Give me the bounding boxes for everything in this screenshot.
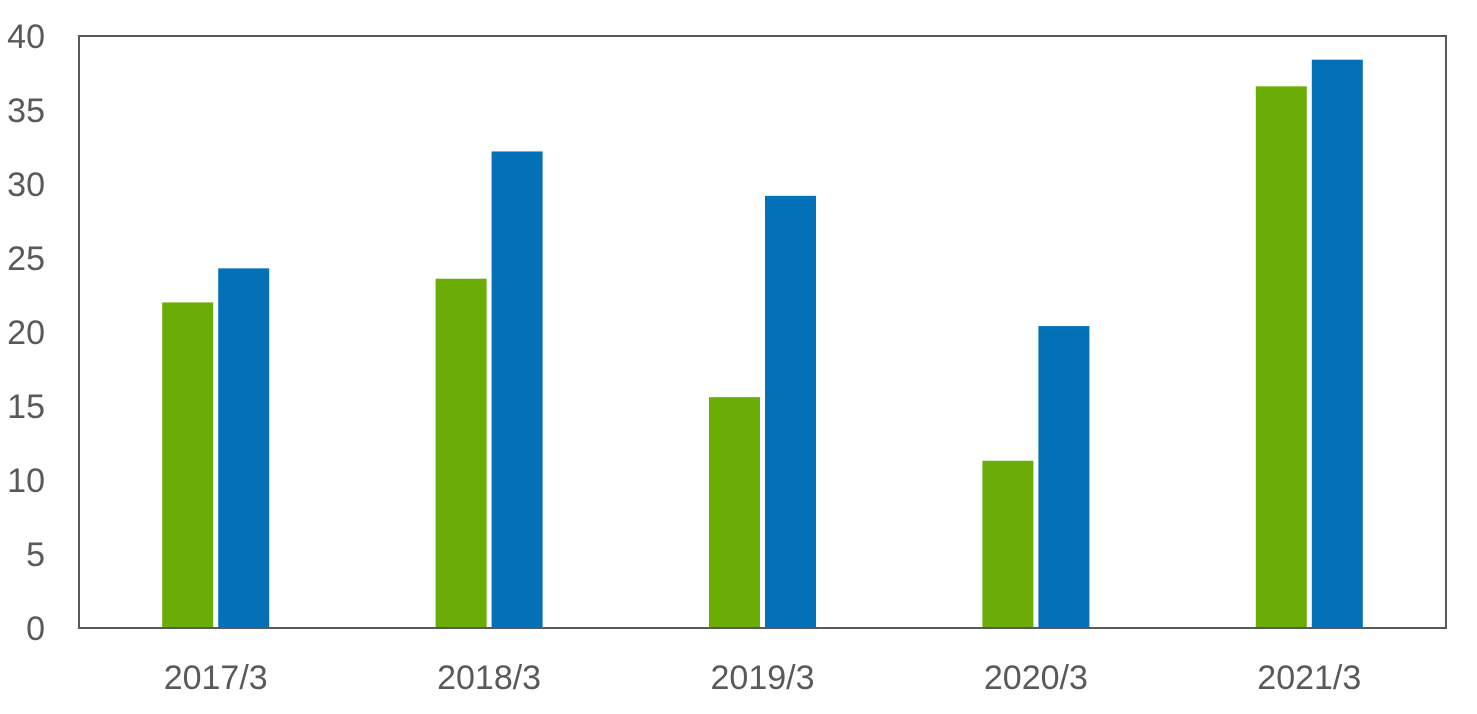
bar-series-2 — [1311, 59, 1363, 629]
x-tick-label: 2021/3 — [1257, 659, 1361, 697]
bar-series-1 — [709, 397, 760, 628]
y-tick-label: 0 — [26, 610, 45, 648]
bar-series-1 — [982, 460, 1034, 628]
x-tick-label: 2019/3 — [711, 659, 815, 697]
y-axis: 0 5 10 15 20 25 30 35 40 — [7, 18, 45, 648]
x-tick-label: 2018/3 — [437, 659, 541, 697]
y-tick-label: 30 — [7, 166, 45, 204]
y-tick-label: 20 — [7, 314, 45, 352]
bar-series-1 — [435, 278, 487, 628]
y-tick-label: 35 — [7, 92, 45, 130]
bar-series-2 — [765, 195, 816, 628]
bar-series-2 — [1038, 326, 1090, 628]
bars — [162, 59, 1363, 629]
bar-series-2 — [218, 268, 270, 628]
x-axis: 2017/3 2018/3 2019/3 2020/3 2021/3 — [164, 659, 1362, 697]
x-tick-label: 2017/3 — [164, 659, 268, 697]
y-tick-label: 15 — [7, 388, 45, 426]
plot-frame — [78, 35, 1447, 629]
bar-series-1 — [162, 302, 214, 628]
y-tick-label: 10 — [7, 462, 45, 500]
y-tick-label: 5 — [26, 536, 45, 574]
x-tick-label: 2020/3 — [984, 659, 1088, 697]
y-tick-label: 40 — [7, 18, 45, 56]
bar-series-1 — [1255, 86, 1307, 628]
y-tick-label: 25 — [7, 240, 45, 278]
bar-series-2 — [491, 151, 543, 628]
